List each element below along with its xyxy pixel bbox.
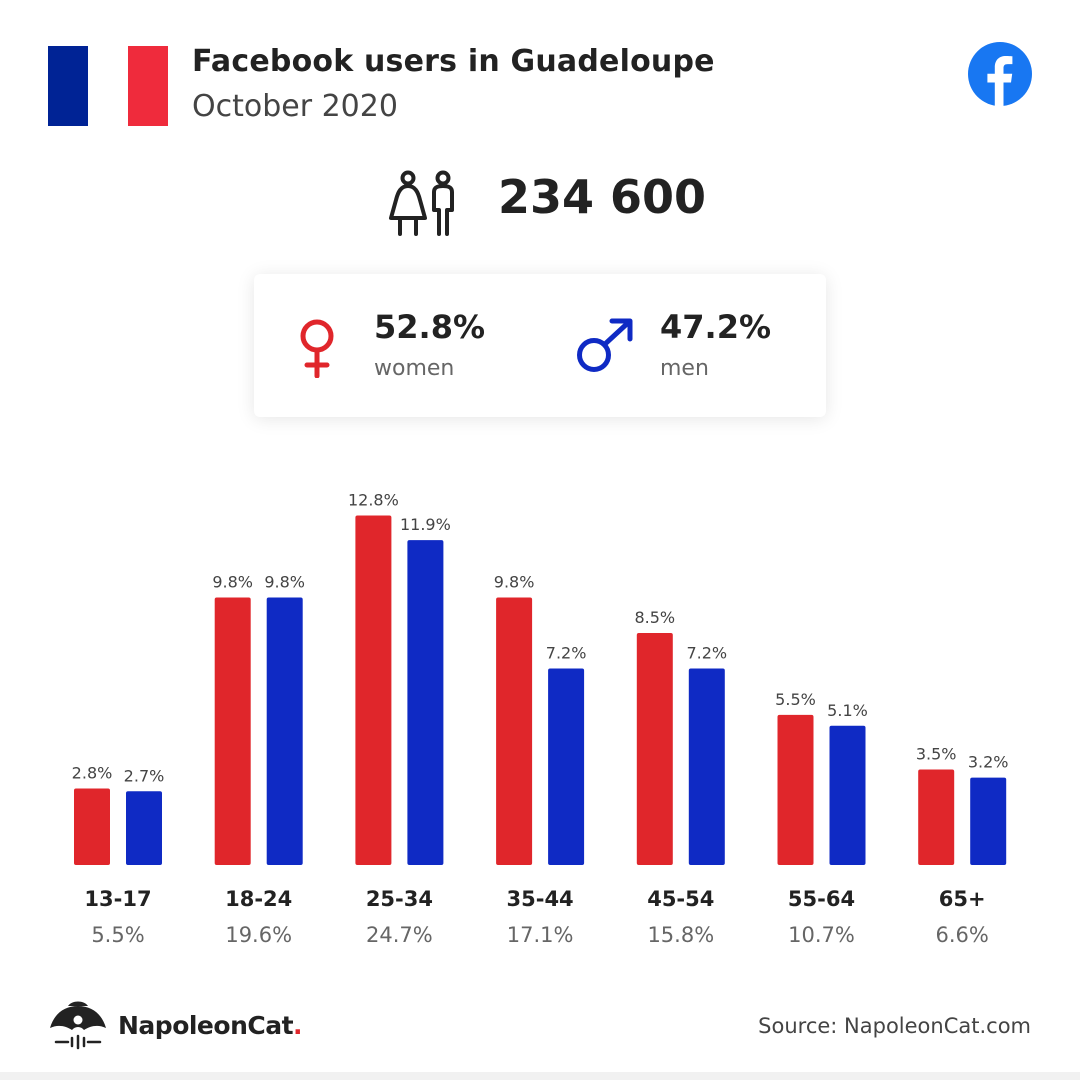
bar-men-65+ <box>970 777 1007 865</box>
bar-men-25-34 <box>407 540 444 865</box>
category-label-13-17: 13-17 <box>84 887 151 911</box>
category-label-35-44: 35-44 <box>507 887 574 911</box>
france-flag <box>48 46 168 126</box>
bar-women-55-64 <box>777 714 814 865</box>
brand-text: NapoleonCat <box>118 1011 294 1040</box>
total-users: 234 600 <box>498 170 707 224</box>
bar-men-45-54 <box>688 668 725 865</box>
data-label-men-55-64: 5.1% <box>827 701 868 720</box>
women-percent: 52.8% <box>374 308 486 346</box>
category-total-13-17: 5.5% <box>91 923 144 947</box>
category-label-25-34: 25-34 <box>366 887 433 911</box>
brand-name: NapoleonCat. <box>118 1011 303 1040</box>
category-total-45-54: 15.8% <box>647 923 714 947</box>
category-total-18-24: 19.6% <box>225 923 292 947</box>
data-label-men-45-54: 7.2% <box>686 643 727 662</box>
data-label-women-25-34: 12.8% <box>348 491 399 510</box>
bar-women-25-34 <box>355 515 392 865</box>
women-label: women <box>374 356 455 381</box>
male-symbol-icon <box>577 318 633 372</box>
gender-card: 52.8% women 47.2% men <box>254 274 826 417</box>
female-symbol-icon <box>300 319 334 378</box>
category-total-65+: 6.6% <box>936 923 989 947</box>
data-label-men-18-24: 9.8% <box>264 572 305 591</box>
bar-women-35-44 <box>496 597 533 865</box>
data-label-men-65+: 3.2% <box>968 753 1009 772</box>
data-label-women-55-64: 5.5% <box>775 690 816 709</box>
page-title: Facebook users in Guadeloupe <box>192 44 715 79</box>
category-total-55-64: 10.7% <box>788 923 855 947</box>
people-icon <box>389 170 454 236</box>
category-total-35-44: 17.1% <box>507 923 574 947</box>
flag-red-stripe <box>128 46 168 126</box>
category-label-18-24: 18-24 <box>225 887 292 911</box>
data-label-women-35-44: 9.8% <box>494 572 535 591</box>
category-label-65+: 65+ <box>939 887 986 911</box>
data-label-men-25-34: 11.9% <box>400 515 451 534</box>
bar-women-13-17 <box>74 788 110 865</box>
category-label-45-54: 45-54 <box>647 887 714 911</box>
category-label-55-64: 55-64 <box>788 887 855 911</box>
age-gender-bar-chart: 2.8% 2.7% 13-17 5.5% 9.8% 9.8% 18-24 19.6% 12.8%… <box>72 491 1009 947</box>
brand-dot: . <box>293 1011 303 1040</box>
napoleoncat-logo-icon <box>50 1001 106 1050</box>
bar-men-35-44 <box>548 668 585 865</box>
bottom-strip <box>0 1072 1080 1080</box>
page-subtitle: October 2020 <box>192 89 398 124</box>
data-label-women-18-24: 9.8% <box>212 572 253 591</box>
facebook-icon <box>968 42 1032 106</box>
data-label-men-35-44: 7.2% <box>546 643 587 662</box>
source-text: Source: NapoleonCat.com <box>758 1014 1031 1038</box>
bar-women-65+ <box>918 769 955 865</box>
category-total-25-34: 24.7% <box>366 923 433 947</box>
flag-blue-stripe <box>48 46 88 126</box>
bar-women-45-54 <box>636 632 673 865</box>
data-label-men-13-17: 2.7% <box>124 766 165 785</box>
men-label: men <box>660 356 709 381</box>
bar-women-18-24 <box>214 597 251 865</box>
bar-men-18-24 <box>266 597 303 865</box>
data-label-women-65+: 3.5% <box>916 744 957 763</box>
bar-men-55-64 <box>829 725 866 865</box>
data-label-women-45-54: 8.5% <box>634 608 675 627</box>
data-label-women-13-17: 2.8% <box>72 764 113 783</box>
men-percent: 47.2% <box>660 308 772 346</box>
bar-men-13-17 <box>126 791 162 865</box>
